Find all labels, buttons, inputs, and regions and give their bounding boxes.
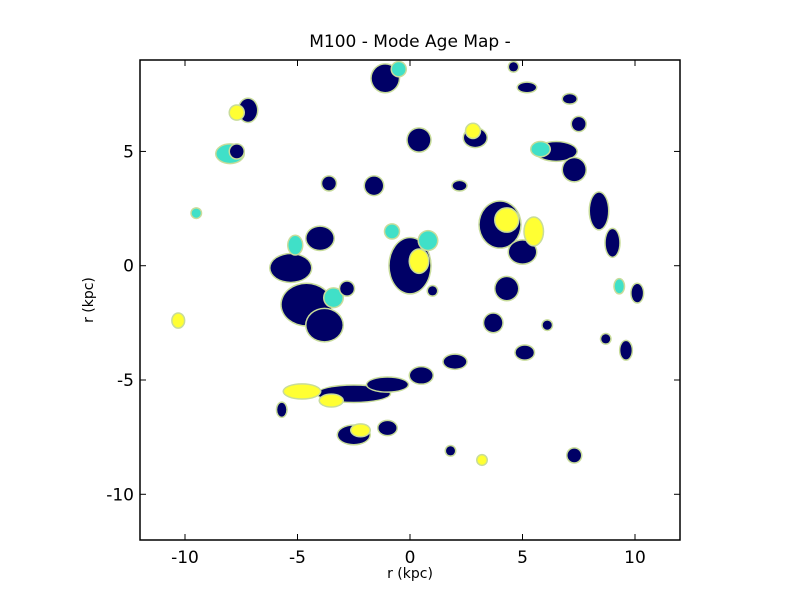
age-region-7 bbox=[306, 226, 334, 250]
x-tick-label: 0 bbox=[405, 548, 416, 568]
age-region-13 bbox=[320, 394, 343, 407]
age-region-3 bbox=[270, 254, 311, 282]
age-region-33 bbox=[407, 128, 431, 152]
age-region-29 bbox=[230, 105, 244, 120]
age-region-2 bbox=[419, 231, 437, 250]
age-region-23 bbox=[605, 229, 620, 257]
age-region-25 bbox=[531, 142, 550, 156]
age-region-46 bbox=[477, 455, 487, 465]
age-region-59 bbox=[614, 279, 624, 294]
age-region-24 bbox=[631, 284, 643, 303]
age-region-31 bbox=[230, 144, 244, 159]
age-region-22 bbox=[590, 192, 608, 230]
x-tick-label: 5 bbox=[517, 548, 528, 568]
age-region-54 bbox=[340, 281, 354, 296]
age-region-48 bbox=[322, 176, 336, 191]
x-tick-label: 10 bbox=[624, 548, 646, 568]
age-region-8 bbox=[288, 236, 302, 255]
age-region-15 bbox=[495, 208, 518, 232]
x-tick-label: -5 bbox=[289, 548, 306, 568]
chart-title: M100 - Mode Age Map - bbox=[309, 32, 510, 52]
y-tick-label: 5 bbox=[123, 142, 134, 162]
age-region-37 bbox=[515, 345, 534, 360]
y-tick-label: 0 bbox=[123, 257, 134, 277]
age-region-55 bbox=[428, 286, 437, 296]
age-region-18 bbox=[495, 277, 518, 301]
x-tick-label: -10 bbox=[171, 548, 199, 568]
age-region-38 bbox=[620, 341, 632, 360]
age-region-6 bbox=[324, 288, 343, 307]
age-region-53 bbox=[385, 224, 399, 239]
age-region-47 bbox=[446, 446, 455, 456]
age-region-19 bbox=[484, 313, 503, 332]
age-region-58 bbox=[601, 334, 611, 344]
x-axis-label: r (kpc) bbox=[387, 566, 433, 582]
age-region-40 bbox=[351, 424, 370, 436]
y-axis-label: r (kpc) bbox=[81, 277, 97, 323]
age-region-57 bbox=[542, 320, 552, 330]
age-region-44 bbox=[191, 208, 201, 218]
age-region-50 bbox=[518, 82, 536, 92]
age-region-16 bbox=[509, 240, 536, 264]
age-region-12 bbox=[410, 367, 433, 384]
age-region-32 bbox=[365, 176, 383, 195]
age-region-56 bbox=[452, 181, 467, 191]
age-region-27 bbox=[392, 62, 406, 76]
age-region-36 bbox=[443, 354, 467, 369]
y-tick-label: -10 bbox=[106, 485, 134, 505]
age-region-35 bbox=[466, 124, 480, 138]
age-region-17 bbox=[524, 217, 543, 246]
age-region-45 bbox=[567, 448, 581, 463]
age-region-10 bbox=[284, 384, 320, 399]
age-region-43 bbox=[172, 313, 184, 328]
age-region-51 bbox=[509, 62, 518, 72]
age-map-regions bbox=[171, 60, 645, 467]
age-region-5 bbox=[306, 309, 343, 342]
age-region-41 bbox=[378, 421, 397, 435]
axis-ticks: -10 -5 0 5 10 -10 -5 0 5 bbox=[106, 60, 680, 568]
age-region-11 bbox=[367, 377, 408, 392]
y-tick-label: -5 bbox=[117, 371, 134, 391]
age-region-52 bbox=[572, 117, 586, 131]
age-region-49 bbox=[563, 94, 577, 104]
age-region-1 bbox=[410, 249, 428, 273]
age-region-42 bbox=[277, 402, 287, 417]
age-region-21 bbox=[563, 158, 586, 182]
